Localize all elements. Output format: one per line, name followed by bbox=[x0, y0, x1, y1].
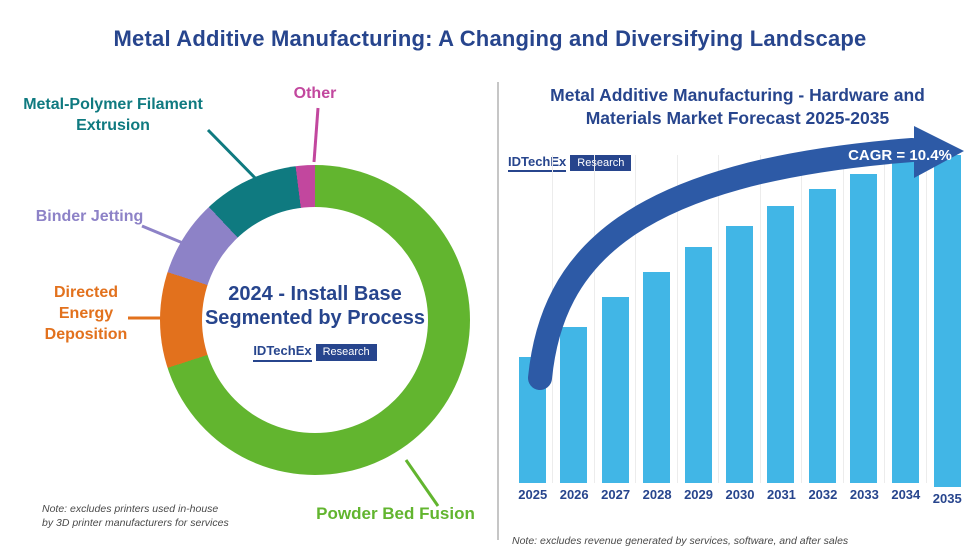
donut-hole bbox=[202, 207, 428, 433]
cagr-annotation: CAGR = 10.4% bbox=[848, 147, 952, 164]
panel-divider bbox=[497, 82, 499, 540]
bar-slot bbox=[761, 155, 803, 484]
bar-2033 bbox=[850, 174, 878, 484]
bar-slot bbox=[885, 155, 927, 484]
bar-year-label: 2027 bbox=[601, 487, 631, 503]
bar-slot bbox=[512, 155, 554, 484]
idtechex-logo-research: Research bbox=[315, 343, 377, 361]
left-footnote-line1: Note: excludes printers used in-house bbox=[42, 503, 219, 515]
bar-2027 bbox=[601, 297, 629, 484]
bar-2031 bbox=[767, 206, 795, 484]
donut-center-title: 2024 - Install Base Segmented by Process… bbox=[202, 282, 428, 362]
bar-slot bbox=[678, 155, 720, 484]
pointer-line-binder-jetting bbox=[141, 224, 191, 248]
segment-label-other: Other bbox=[293, 85, 337, 102]
bar-2034 bbox=[891, 161, 919, 484]
bar-column: 2028 bbox=[636, 155, 678, 507]
idtechex-logo-brand: IDTechEx bbox=[253, 343, 312, 362]
segment-label-directed-energy-deposition: Directed Energy Deposition bbox=[44, 284, 128, 343]
bar-column: 2030 bbox=[719, 155, 761, 507]
bar-2032 bbox=[808, 189, 836, 484]
bar-2030 bbox=[725, 226, 753, 484]
bar-chart-columns: 2025 2026 2027 2028 2029 2030 2031 2032 2033 2034… bbox=[512, 155, 968, 507]
bar-column: 2027 bbox=[595, 155, 637, 507]
right-footnote: Note: excludes revenue generated by serv… bbox=[512, 535, 849, 547]
bar-2025 bbox=[518, 357, 546, 484]
bar-slot bbox=[927, 155, 968, 487]
bar-column: 2034 bbox=[885, 155, 927, 507]
bar-2028 bbox=[643, 272, 671, 484]
bar-year-label: 2032 bbox=[808, 487, 838, 503]
bar-year-label: 2026 bbox=[559, 487, 589, 503]
segment-label-binder-jetting: Binder Jetting bbox=[35, 208, 144, 225]
label-pointer-lines bbox=[128, 107, 440, 507]
segment-label-metal-polymer-filament-extrusion: Metal-Polymer Filament Extrusion bbox=[23, 96, 203, 134]
segment-label-powder-bed-fusion: Powder Bed Fusion bbox=[316, 504, 475, 523]
bar-2029 bbox=[684, 247, 712, 484]
bar-slot bbox=[844, 155, 886, 484]
bar-column: 2029 bbox=[678, 155, 720, 507]
bar-year-label: 2030 bbox=[725, 487, 755, 503]
bar-slot bbox=[719, 155, 761, 484]
bar-year-label: 2035 bbox=[932, 491, 962, 506]
bar-slot bbox=[636, 155, 678, 484]
left-footnote: Note: excludes printers used in-house by… bbox=[42, 502, 252, 530]
bar-year-label: 2031 bbox=[766, 487, 796, 503]
idtechex-logo: IDTechEx Research bbox=[253, 343, 377, 362]
bar-slot bbox=[553, 155, 595, 484]
bar-chart-title-line2: Materials Market Forecast 2025-2035 bbox=[585, 107, 890, 128]
bar-year-label: 2034 bbox=[891, 487, 921, 503]
bar-column: 2025 bbox=[512, 155, 554, 507]
bar-chart-title-line1: Metal Additive Manufacturing - Hardware … bbox=[550, 85, 925, 105]
bar-2026 bbox=[560, 327, 588, 484]
pointer-line-pbf bbox=[404, 459, 440, 507]
pointer-line-metal-polymer bbox=[206, 128, 262, 185]
bar-column: 2026 bbox=[553, 155, 595, 507]
bar-year-label: 2028 bbox=[642, 487, 672, 503]
bar-chart-title: Metal Additive Manufacturing - Hardware … bbox=[505, 84, 970, 130]
bar-column: 2032 bbox=[802, 155, 844, 507]
bar-column: 2031 bbox=[761, 155, 803, 507]
bar-2035 bbox=[933, 155, 961, 487]
bar-slot bbox=[802, 155, 844, 484]
bar-column: 2033 bbox=[844, 155, 886, 507]
bar-slot bbox=[595, 155, 637, 484]
bar-year-label: 2025 bbox=[518, 487, 548, 503]
pointer-line-other bbox=[312, 107, 320, 163]
donut-center-line1: 2024 - Install Base bbox=[228, 283, 402, 305]
bar-year-label: 2029 bbox=[684, 487, 713, 503]
left-footnote-line2: by 3D printer manufacturers for services bbox=[42, 517, 229, 530]
bar-column: 2035 bbox=[927, 155, 968, 507]
page-title: Metal Additive Manufacturing: A Changing… bbox=[113, 26, 867, 51]
bar-year-label: 2033 bbox=[849, 487, 879, 503]
donut-center-line2: Segmented by Process bbox=[204, 307, 426, 330]
